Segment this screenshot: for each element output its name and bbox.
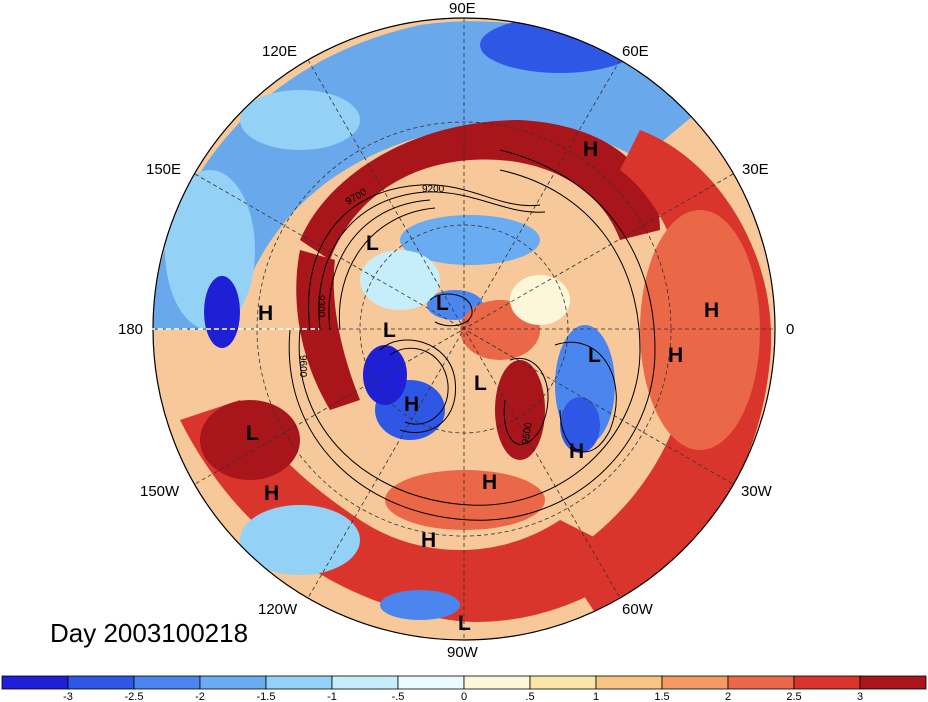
colorbar-tick-label: -2.5 — [125, 691, 144, 702]
colorbar-box — [199, 675, 267, 690]
contour-label: 9600 — [297, 355, 308, 378]
low-pressure-center: L — [246, 422, 259, 445]
colorbar: -3 -2.5 -2 -1.5 -1 -.5 0 .5 1 1.5 2 2.5 3 — [1, 675, 927, 702]
longitude-label: 30E — [742, 161, 769, 178]
high-pressure-center: H — [668, 344, 683, 367]
colorbar-box — [793, 675, 861, 690]
low-pressure-center: L — [383, 319, 396, 342]
colorbar-tick-label: .5 — [525, 691, 534, 702]
longitude-label: 150E — [146, 161, 181, 178]
longitude-label: 120E — [262, 43, 297, 60]
colorbar-box — [1, 675, 69, 690]
polar-stereographic-map: 9700 9600 9300 9500 9200 H H H H H H H H… — [118, 0, 794, 661]
colorbar-box — [265, 675, 333, 690]
colorbar-box — [67, 675, 135, 690]
high-pressure-center: H — [258, 302, 273, 325]
colorbar-box — [331, 675, 399, 690]
colorbar-box — [463, 675, 531, 690]
colorbar-box — [133, 675, 201, 690]
colorbar-tick-labels: -3 -2.5 -2 -1.5 -1 -.5 0 .5 1 1.5 2 2.5 3 — [63, 691, 863, 702]
longitude-label: 150W — [140, 483, 180, 500]
colorbar-tick-label: 1 — [593, 691, 599, 702]
contour-label: 9500 — [520, 421, 535, 445]
longitude-label: 0 — [786, 321, 794, 338]
longitude-label: 120W — [258, 601, 298, 618]
height-contours — [288, 149, 656, 521]
map-title: Day 2003100218 — [50, 618, 249, 648]
colorbar-tick-label: 3 — [857, 691, 863, 702]
longitude-label: 90E — [449, 0, 476, 17]
colorbar-tick-label: -1 — [327, 691, 337, 702]
longitude-labels: 90E 60E 30E 0 30W 60W 90W 120W 150W 180 … — [118, 0, 794, 661]
colorbar-tick-label: 2 — [725, 691, 731, 702]
colorbar-box — [397, 675, 465, 690]
colorbar-boxes — [1, 675, 927, 690]
colorbar-box — [727, 675, 795, 690]
colorbar-tick-label: 1.5 — [654, 691, 669, 702]
low-pressure-center: L — [436, 292, 449, 315]
high-pressure-center: H — [404, 393, 419, 416]
low-pressure-center: L — [366, 232, 379, 255]
colorbar-tick-label: -3 — [63, 691, 73, 702]
high-pressure-center: H — [569, 440, 584, 463]
colorbar-tick-label: 2.5 — [786, 691, 801, 702]
longitude-label: 180 — [118, 321, 143, 338]
graticule — [153, 18, 775, 640]
colorbar-tick-label: 0 — [461, 691, 467, 702]
pressure-centers: H H H H H H H H H L L L L L L L — [246, 138, 719, 635]
low-pressure-center: L — [458, 612, 471, 635]
contour-label: 9200 — [422, 184, 445, 195]
colorbar-box — [859, 675, 927, 690]
high-pressure-center: H — [583, 138, 598, 161]
colorbar-tick-label: -1.5 — [257, 691, 276, 702]
longitude-label: 60E — [622, 43, 649, 60]
high-pressure-center: H — [704, 299, 719, 322]
contour-label: 9300 — [315, 295, 326, 318]
colorbar-tick-label: -2 — [195, 691, 205, 702]
longitude-label: 30W — [741, 483, 773, 500]
colorbar-box — [529, 675, 597, 690]
longitude-label: 60W — [622, 601, 654, 618]
colorbar-box — [595, 675, 663, 690]
colorbar-tick-label: -.5 — [392, 691, 405, 702]
high-pressure-center: H — [264, 482, 279, 505]
colorbar-box — [661, 675, 729, 690]
high-pressure-center: H — [421, 529, 436, 552]
low-pressure-center: L — [588, 344, 601, 367]
high-pressure-center: H — [482, 471, 497, 494]
longitude-label: 90W — [447, 644, 479, 661]
low-pressure-center: L — [474, 372, 487, 395]
